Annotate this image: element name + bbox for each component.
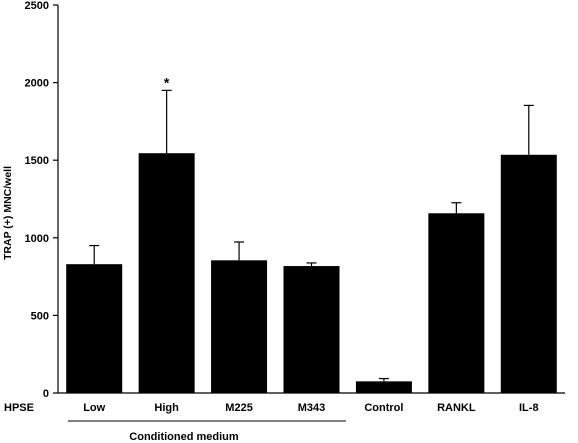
x-tick-label: M225 [225, 402, 253, 414]
hpse-row-label: HPSE [4, 402, 34, 414]
x-tick-label: IL-8 [519, 402, 539, 414]
y-tick-label: 0 [43, 388, 49, 400]
bar-m225 [211, 260, 268, 393]
y-axis-label: TRAP (+) MNC/well [2, 166, 14, 260]
x-tick-label: High [154, 402, 179, 414]
bar-rankl [428, 213, 485, 393]
x-tick-label: Control [364, 402, 403, 414]
y-tick-label: 500 [31, 310, 49, 322]
y-tick-label: 1500 [25, 155, 49, 167]
bar-control [355, 381, 412, 393]
x-tick-label: RANKL [437, 402, 476, 414]
significance-annotation: * [164, 74, 170, 90]
x-tick-labels: Low High M225 M343 Control RANKL IL-8 [83, 402, 538, 414]
bars-group: * [66, 74, 557, 393]
x-tick-label: M343 [298, 402, 326, 414]
bar-low [66, 264, 123, 393]
y-tick-label: 2500 [25, 0, 49, 12]
bar-il-8 [500, 154, 557, 393]
bar-high [138, 153, 195, 393]
bar-m343 [283, 266, 340, 393]
y-tick-label: 2000 [25, 78, 49, 90]
y-tick-label: 1000 [25, 233, 49, 245]
group-label: Conditioned medium [129, 431, 239, 443]
x-tick-label: Low [83, 402, 105, 414]
